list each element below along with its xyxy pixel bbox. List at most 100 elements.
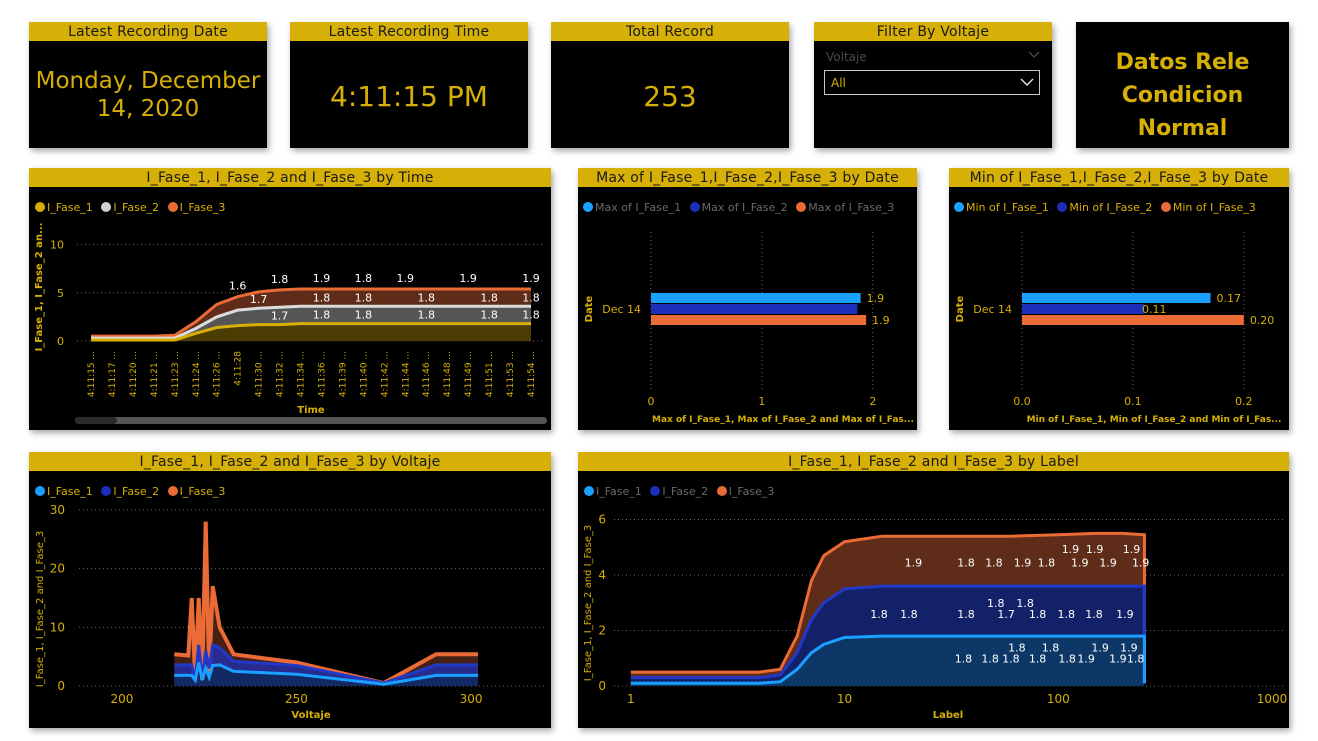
data-label: 1.8 [1085,608,1103,621]
legend-item[interactable]: I_Fase_1 [35,201,93,214]
data-label: 1.9 [1071,557,1089,570]
legend-dot [35,486,45,496]
legend-label: I_Fase_1 [47,485,93,498]
x-tick-label: 0.2 [1235,395,1253,408]
slicer-header[interactable]: Voltaje [826,46,1040,64]
legend-item[interactable]: Max of I_Fase_2 [689,201,788,214]
y-axis-title: I_Fase_1, I_Fase_2 and I_Fase_3 [35,531,46,687]
legend-item[interactable]: I_Fase_2 [650,485,708,498]
x-tick-label: 4:11:39 ... [338,351,348,397]
chart-title: Min of I_Fase_1,I_Fase_2,I_Fase_3 by Dat… [949,168,1289,187]
legend-item[interactable]: I_Fase_2 [101,201,159,214]
legend-item[interactable]: Min of I_Fase_1 [954,201,1049,214]
data-label: 1.9 [867,292,885,305]
x-tick-label: 4:11:15 ... [87,351,97,397]
data-label: 1.8 [1029,608,1047,621]
x-tick-label: 1000 [1257,692,1288,706]
data-label: 1.9 [1091,641,1109,654]
legend-dot [796,202,807,212]
chart-legend: Max of I_Fase_1 Max of I_Fase_2 Max of I… [583,201,899,214]
chart-by-label-tile: I_Fase_1, I_Fase_2 and I_Fase_3 by Label… [578,452,1289,728]
x-tick-label: 4:11:48 ... [443,351,453,397]
legend-dot [35,202,45,212]
legend-dot [583,202,593,212]
x-tick-label: 0 [648,395,655,408]
x-tick-label: 4:11:40 ... [359,351,369,397]
y-tick-label: 2 [598,624,606,638]
x-tick-label: 4:11:17 ... [108,351,118,397]
data-label: 1.8 [480,309,498,322]
x-tick-label: 4:11:46 ... [422,351,432,397]
data-label: 1.8 [1002,652,1020,665]
y-axis-title: I_Fase_1, I_Fase_2 an... [34,223,45,352]
chart-by-time-tile: I_Fase_1, I_Fase_2 and I_Fase_3 by Time … [29,168,551,430]
data-label: 1.8 [955,652,973,665]
legend-label: Min of I_Fase_1 [966,201,1049,214]
category-label: Dec 14 [973,303,1012,316]
x-tick-label: 4:11:21 ... [150,351,160,397]
y-tick-label: 0 [598,679,606,693]
voltaje-dropdown[interactable]: All [824,70,1040,95]
data-label: 1.9 [1099,557,1117,570]
chart-title: I_Fase_1, I_Fase_2 and I_Fase_3 by Time [29,168,551,187]
y-tick-label: 5 [57,287,64,300]
data-label: 1.9 [459,272,477,285]
data-label: 1.9 [1077,652,1095,665]
data-label: 0.11 [1142,303,1167,316]
card-total-record: Total Record 253 [551,22,789,148]
bar-Max of I_Fase_2 [651,304,858,314]
x-axis-title: Voltaje [291,710,330,721]
data-label: 1.8 [957,557,975,570]
line-I_Fase_2 [630,584,1146,684]
chart-title: I_Fase_1, I_Fase_2 and I_Fase_3 by Label [578,452,1289,471]
legend-dot [101,486,112,496]
legend-item[interactable]: I_Fase_3 [167,201,225,214]
legend-dot [101,202,112,212]
y-tick-label: 0 [57,679,65,693]
horizontal-scrollbar[interactable] [75,417,547,424]
x-tick-label: 4:11:54 ... [527,351,537,397]
x-tick-label: 10 [837,692,852,706]
data-label: 1.8 [957,608,975,621]
area-I_Fase_1 [91,323,531,341]
legend-label: I_Fase_1 [596,485,642,498]
legend-item[interactable]: Max of I_Fase_1 [583,201,681,214]
y-tick-label: 4 [598,568,606,582]
x-axis-title: Label [933,710,964,721]
card-title: Latest Recording Time [290,22,528,41]
legend-dot [716,486,727,496]
min-chart: 0.0 0.1 0.2 0.17 0.11 0.20 Dec 14 Date Min of I_… [955,232,1281,425]
y-tick-label: 10 [50,620,65,634]
chart-by-voltaje-tile: I_Fase_1, I_Fase_2 and I_Fase_3 by Volta… [29,452,551,728]
card-title: Latest Recording Date [29,22,267,41]
card-latest-time: Latest Recording Time 4:11:15 PM [290,22,528,148]
data-label: 1.9 [1123,543,1141,556]
legend-label: Max of I_Fase_3 [808,201,895,214]
legend-item[interactable]: I_Fase_3 [716,485,774,498]
x-tick-label: 4:11:30 ... [255,351,265,397]
x-tick-label: 4:11:36 ... [317,351,327,397]
data-label: 1.7 [997,608,1015,621]
legend-item[interactable]: I_Fase_3 [167,485,225,498]
data-label: 1.9 [1086,543,1104,556]
dropdown-selected-value: All [831,76,846,90]
filter-voltaje-slicer: Filter By Voltaje Voltaje All [814,22,1052,148]
legend-dot [689,202,700,212]
data-label: 1.9 [1120,641,1138,654]
legend-item[interactable]: Min of I_Fase_3 [1160,201,1256,214]
x-tick-label: 4:11:26 ... [213,351,223,397]
x-axis-title: Time [297,405,325,416]
x-tick-label: 2 [869,395,876,408]
scrollbar-thumb[interactable] [75,417,117,424]
legend-item[interactable]: I_Fase_1 [584,485,642,498]
data-label: 1.8 [1127,652,1145,665]
data-label: 1.8 [355,291,373,304]
data-label: 1.9 [905,557,923,570]
legend-item[interactable]: Min of I_Fase_2 [1057,201,1152,214]
legend-item[interactable]: I_Fase_1 [35,485,93,498]
legend-item[interactable]: I_Fase_2 [101,485,159,498]
chart-title: Max of I_Fase_1,I_Fase_2,I_Fase_3 by Dat… [578,168,917,187]
data-label: 1.8 [313,291,331,304]
legend-item[interactable]: Max of I_Fase_3 [796,201,894,214]
data-label: 1.8 [355,309,373,322]
